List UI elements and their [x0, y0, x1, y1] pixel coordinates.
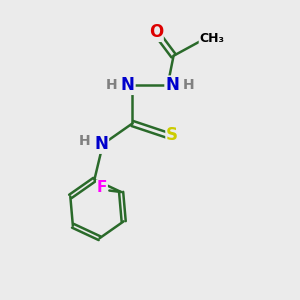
Text: N: N — [94, 135, 108, 153]
Text: N: N — [121, 76, 135, 94]
Text: N: N — [165, 76, 179, 94]
Text: H: H — [105, 78, 117, 92]
Text: O: O — [149, 23, 163, 41]
Text: S: S — [166, 126, 178, 144]
Text: F: F — [97, 180, 107, 195]
Text: H: H — [79, 134, 90, 148]
Text: H: H — [183, 78, 195, 92]
Text: CH₃: CH₃ — [199, 32, 224, 45]
